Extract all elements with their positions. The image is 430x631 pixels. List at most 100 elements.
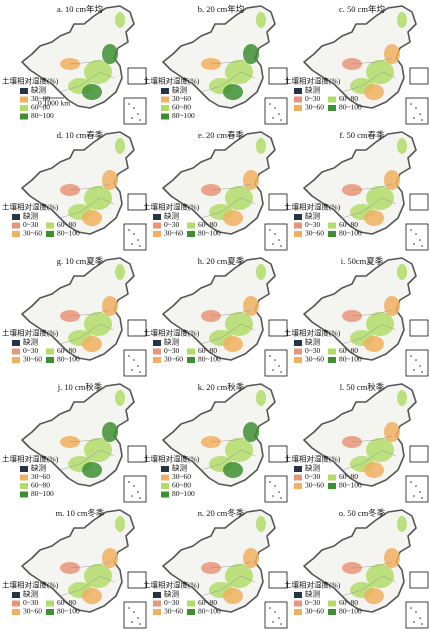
legend-label: 缺测 <box>305 211 320 221</box>
island-dot <box>133 485 135 487</box>
legend-label: 30~60 <box>305 355 324 364</box>
island-dot <box>413 243 415 245</box>
moisture-zone <box>82 84 102 100</box>
legend-swatch <box>294 340 302 346</box>
legend-label: 缺测 <box>305 337 320 347</box>
legend-label: 80~100 <box>57 355 80 364</box>
island-dot <box>278 365 280 367</box>
north-inset-box <box>268 571 288 589</box>
legend-title: 土壤相对湿度(%) <box>143 202 200 212</box>
legend-swatch <box>46 357 54 363</box>
legend-label: 30~60 <box>164 355 183 364</box>
panel-title: j. 10 cm秋季 <box>57 382 103 392</box>
china-outline <box>303 383 417 487</box>
legend-label: 缺测 <box>305 589 320 599</box>
legend-swatch <box>12 609 20 615</box>
legend-label: 缺测 <box>23 211 38 221</box>
island-dot <box>137 239 139 241</box>
legend-swatch <box>46 348 54 355</box>
south-china-sea-inset <box>264 97 288 125</box>
legend-label: 30~60 <box>172 94 191 103</box>
moisture-zone <box>102 548 118 568</box>
island-dot <box>133 611 135 613</box>
island-dot <box>274 359 276 361</box>
legend-label: 60~80 <box>172 103 191 112</box>
province-borders <box>59 435 115 471</box>
north-inset-box <box>268 445 288 463</box>
china-outline <box>21 257 135 361</box>
legend-swatch <box>328 222 336 229</box>
legend-title: 土壤相对湿度(%) <box>143 76 200 86</box>
legend-swatch <box>161 113 169 120</box>
island-dot <box>421 119 423 121</box>
legend-swatch <box>187 609 195 615</box>
south-china-sea-inset <box>123 97 147 125</box>
legend-swatch <box>294 231 302 237</box>
china-outline <box>21 5 135 109</box>
moisture-zone <box>223 336 243 352</box>
china-outline <box>303 257 417 361</box>
moisture-zone <box>223 210 243 226</box>
island-dot <box>139 371 141 373</box>
legend-swatch <box>294 609 302 615</box>
panel-title: e. 20 cm春季 <box>198 130 245 140</box>
legend-swatch <box>328 474 336 481</box>
island-dot <box>269 607 271 609</box>
legend-label: 80~100 <box>339 229 362 238</box>
moisture-zone <box>366 186 394 210</box>
province-borders <box>341 561 397 597</box>
panel-title: b. 20 cm年均 <box>198 4 245 14</box>
island-dot <box>419 113 421 115</box>
moisture-zone <box>364 84 384 100</box>
moisture-zone <box>84 438 112 462</box>
moisture-zone <box>102 296 118 316</box>
island-dot <box>278 239 280 241</box>
legend-swatch <box>328 600 336 607</box>
panel-title: f. 50 cm春季 <box>339 130 385 140</box>
south-china-sea-inset <box>264 223 288 251</box>
panel-title: a. 10 cm年均 <box>57 4 103 14</box>
legend-label: 0~30 <box>305 346 321 355</box>
moisture-zone <box>102 170 118 190</box>
island-dot <box>139 245 141 247</box>
south-china-sea-inset <box>405 223 429 251</box>
legend-title: 土壤相对湿度(%) <box>284 76 341 86</box>
china-outline <box>162 509 276 613</box>
legend-swatch <box>328 105 336 111</box>
legend-swatch <box>161 466 169 472</box>
island-dot <box>278 491 280 493</box>
island-dot <box>278 617 280 619</box>
moisture-zone <box>225 60 253 84</box>
island-dot <box>413 621 415 623</box>
north-inset-box <box>409 67 429 85</box>
legend-swatch <box>294 600 302 607</box>
north-inset-box <box>127 67 147 85</box>
province-borders <box>200 435 256 471</box>
legend-label: 30~60 <box>164 229 183 238</box>
south-china-sea-inset <box>123 601 147 629</box>
island-dot <box>269 481 271 483</box>
legend-label: 30~60 <box>31 94 50 103</box>
province-borders <box>341 183 397 219</box>
moisture-zone <box>82 588 102 604</box>
moisture-zone <box>366 438 394 462</box>
legend-swatch <box>294 88 302 94</box>
moisture-zone <box>82 336 102 352</box>
island-dot <box>421 245 423 247</box>
legend-title: 土壤相对湿度(%) <box>284 202 341 212</box>
legend-swatch <box>294 357 302 363</box>
province-borders <box>59 183 115 219</box>
island-dot <box>413 369 415 371</box>
island-dot <box>272 495 274 497</box>
moisture-zone <box>364 462 384 478</box>
legend-swatch <box>328 231 336 237</box>
moisture-zone <box>256 390 266 406</box>
legend-swatch <box>187 222 195 229</box>
island-dot <box>274 233 276 235</box>
moisture-zone <box>397 264 407 280</box>
legend-label: 80~100 <box>172 489 195 498</box>
